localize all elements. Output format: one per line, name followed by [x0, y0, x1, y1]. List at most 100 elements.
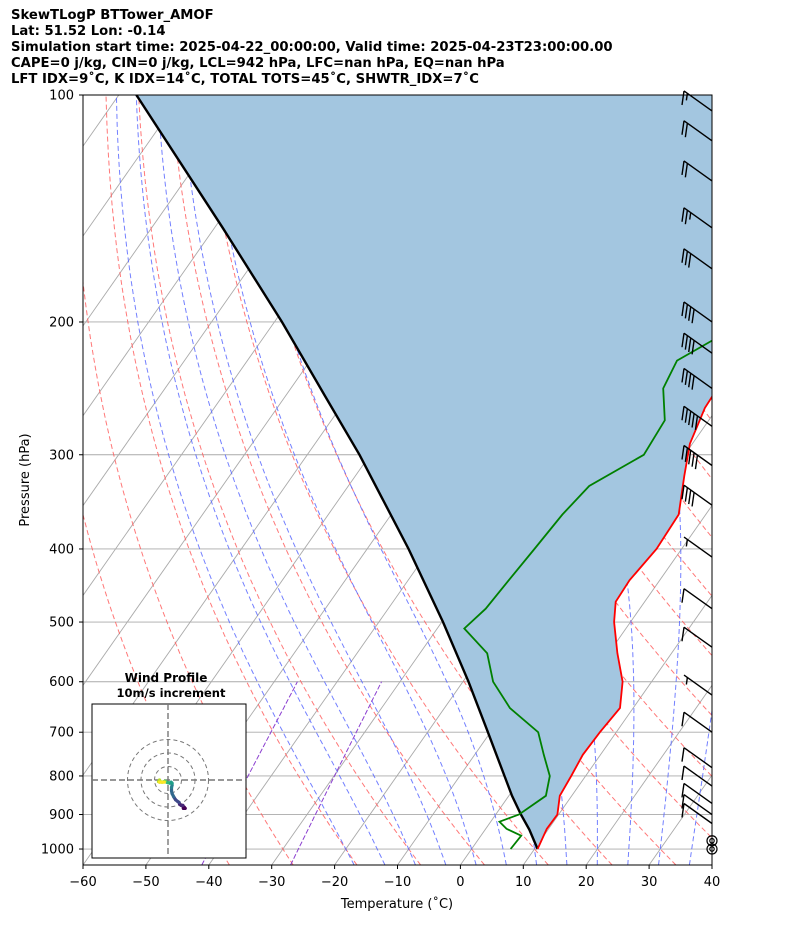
barb-flag — [684, 123, 689, 138]
y-tick-label: 1000 — [41, 843, 74, 858]
wind-barb — [681, 120, 713, 142]
barb-flag — [681, 406, 685, 421]
barb-half-flag — [685, 93, 689, 101]
wind-barb — [681, 782, 713, 804]
y-tick-label: 700 — [49, 726, 74, 741]
y-tick-label: 200 — [49, 315, 74, 330]
wind-barb — [681, 207, 713, 229]
barb-flag — [688, 306, 692, 321]
barb-staff — [683, 332, 713, 354]
barb-staff — [683, 747, 713, 769]
wind-barb — [681, 160, 713, 182]
barb-flag — [681, 765, 685, 781]
barb-flag — [688, 253, 692, 268]
barb-flag — [681, 160, 685, 176]
dry-adiabat-line — [105, 95, 358, 865]
barb-flag — [694, 454, 699, 470]
wind-barb — [681, 626, 713, 648]
barb-staff — [683, 782, 713, 804]
calm-wind-circle — [709, 846, 715, 852]
x-axis-label: Temperature (˚C) — [340, 896, 453, 912]
barb-flag — [684, 408, 689, 423]
dry-adiabat-line — [790, 95, 794, 865]
barb-flag — [684, 210, 689, 225]
x-tick-label: 40 — [704, 875, 721, 890]
x-tick-label: 0 — [456, 875, 464, 890]
barb-staff — [683, 793, 713, 816]
wind-barb — [681, 332, 713, 355]
moist-adiabat-line — [208, 95, 477, 865]
barb-staff — [683, 711, 713, 733]
barb-flag — [681, 627, 685, 642]
wind-barb — [681, 301, 713, 324]
chart-title-line: SkewTLogP BTTower_AMOF — [11, 8, 214, 23]
wind-barb — [681, 367, 713, 390]
wind-barb — [681, 484, 713, 507]
temperature-profile-line — [536, 395, 712, 850]
wind-barb — [681, 802, 713, 825]
y-tick-label: 900 — [49, 808, 74, 823]
stability-indices-line: CAPE=0 j/kg, CIN=0 j/kg, LCL=942 hPa, LF… — [11, 56, 505, 71]
chart-header: SkewTLogP BTTower_AMOF Lat: 51.52 Lon: -… — [11, 8, 613, 88]
x-tick-label: −50 — [132, 875, 159, 890]
dry-adiabat-line — [138, 95, 422, 865]
dry-adiabat-line — [758, 95, 794, 865]
index-values-line: LFT IDX=9˚C, K IDX=14˚C, TOTAL TOTS=45˚C… — [11, 72, 479, 87]
wind-barb — [683, 536, 713, 558]
mixing-ratio-line — [201, 681, 298, 865]
barb-flag — [681, 248, 685, 263]
barb-staff — [683, 207, 713, 229]
simulation-time-line: Simulation start time: 2025-04-22_00:00:… — [11, 40, 613, 55]
barb-flag — [681, 803, 685, 818]
barb-flag — [694, 415, 699, 430]
x-tick-label: 10 — [515, 875, 532, 890]
barb-flag — [681, 368, 685, 383]
x-tick-label: −20 — [321, 875, 348, 890]
barb-flag — [684, 335, 689, 350]
moist-adiabat-line — [239, 95, 507, 865]
barb-flag — [684, 447, 689, 462]
parcel-profile-line — [135, 95, 539, 850]
barb-staff — [683, 160, 713, 182]
barb-staff — [683, 367, 713, 390]
barb-flag — [681, 445, 685, 460]
barb-flag — [688, 489, 692, 505]
x-tick-label: −40 — [195, 875, 222, 890]
isotherm-line — [83, 95, 183, 237]
isotherm-line — [522, 594, 712, 865]
x-tick-label: 30 — [641, 875, 658, 890]
dry-adiabat-line — [235, 95, 613, 865]
wind-barb — [706, 843, 718, 855]
barb-flag — [681, 333, 685, 348]
barb-flag — [691, 492, 695, 507]
hodograph-ring — [154, 766, 182, 794]
wind-barb — [681, 588, 713, 610]
barb-flag — [681, 747, 685, 762]
barb-flag — [684, 487, 689, 502]
barb-flag — [681, 207, 685, 222]
y-tick-label: 100 — [49, 89, 74, 104]
barb-flag — [681, 120, 685, 135]
wind-barb — [681, 405, 713, 430]
barb-staff — [683, 588, 713, 610]
x-tick-label: −30 — [258, 875, 285, 890]
barb-staff — [683, 484, 713, 506]
barb-flag — [691, 413, 695, 428]
barb-flag — [681, 588, 685, 603]
moist-adiabat-line — [135, 95, 386, 865]
isotherm-line — [711, 864, 712, 865]
barb-flag — [691, 340, 695, 355]
barb-flag — [681, 794, 685, 809]
x-tick-label: 20 — [578, 875, 595, 890]
barb-flag — [681, 90, 685, 106]
barb-staff — [683, 90, 713, 112]
wind-barb — [681, 90, 713, 112]
barb-flag — [688, 450, 692, 465]
moist-adiabat-line — [181, 95, 447, 865]
barb-flag — [684, 370, 689, 385]
moist-adiabat-line — [720, 95, 794, 865]
isotherm-line — [83, 95, 308, 417]
barb-staff — [683, 248, 713, 270]
wind-barb — [681, 747, 713, 769]
